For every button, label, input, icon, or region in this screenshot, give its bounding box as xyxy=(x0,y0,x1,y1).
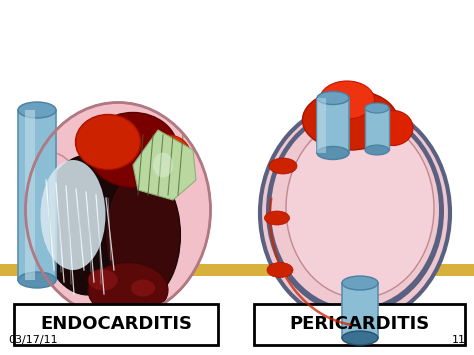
Ellipse shape xyxy=(260,103,450,323)
Ellipse shape xyxy=(267,262,293,278)
Bar xyxy=(342,283,378,338)
Ellipse shape xyxy=(40,160,106,270)
Ellipse shape xyxy=(317,92,349,104)
Bar xyxy=(25,110,35,280)
Bar xyxy=(317,98,326,153)
Ellipse shape xyxy=(88,269,118,291)
Ellipse shape xyxy=(153,153,173,178)
Ellipse shape xyxy=(342,331,378,345)
Bar xyxy=(317,98,349,153)
Bar xyxy=(254,304,465,345)
Ellipse shape xyxy=(266,108,444,315)
Ellipse shape xyxy=(342,276,378,290)
Polygon shape xyxy=(133,130,196,200)
Ellipse shape xyxy=(75,115,140,169)
Bar xyxy=(0,264,474,276)
Ellipse shape xyxy=(88,113,178,187)
Ellipse shape xyxy=(373,110,413,146)
Bar xyxy=(365,108,389,150)
Ellipse shape xyxy=(106,170,181,300)
Bar xyxy=(18,110,56,280)
Text: ENDOCARDITIS: ENDOCARDITIS xyxy=(40,316,192,333)
Ellipse shape xyxy=(18,102,56,118)
Ellipse shape xyxy=(18,272,56,288)
Ellipse shape xyxy=(130,279,155,297)
Ellipse shape xyxy=(26,103,210,317)
Ellipse shape xyxy=(264,211,290,225)
Ellipse shape xyxy=(269,158,297,174)
Ellipse shape xyxy=(271,112,439,308)
Ellipse shape xyxy=(88,262,168,317)
Ellipse shape xyxy=(319,81,374,119)
Ellipse shape xyxy=(146,135,191,175)
Ellipse shape xyxy=(40,155,136,295)
Ellipse shape xyxy=(365,145,389,155)
Bar xyxy=(14,304,218,345)
Ellipse shape xyxy=(286,118,434,298)
Text: PERICARDITIS: PERICARDITIS xyxy=(289,316,429,333)
Ellipse shape xyxy=(302,90,398,150)
Ellipse shape xyxy=(365,103,389,113)
Ellipse shape xyxy=(22,153,78,218)
Ellipse shape xyxy=(317,147,349,159)
Text: 03/17/11: 03/17/11 xyxy=(8,335,58,345)
Text: 11: 11 xyxy=(452,335,466,345)
